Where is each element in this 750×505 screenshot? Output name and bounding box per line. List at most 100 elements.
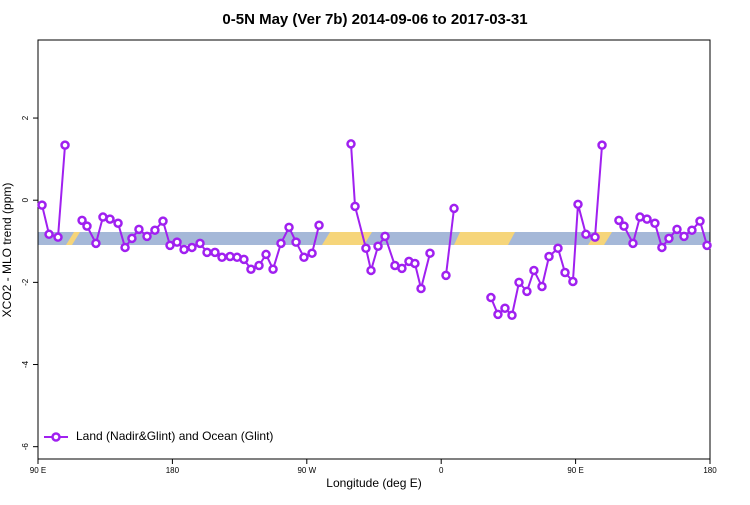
data-point	[134, 224, 144, 235]
data-point	[628, 238, 638, 249]
x-tick-label: 90 E	[567, 466, 583, 475]
data-point	[366, 265, 376, 276]
data-point	[597, 140, 607, 150]
data-point	[642, 214, 652, 224]
x-tick-label: 0	[439, 466, 444, 475]
data-point	[500, 303, 510, 313]
data-point	[507, 310, 517, 320]
data-point	[568, 276, 578, 287]
data-point	[346, 139, 356, 149]
x-tick-label: 180	[166, 466, 180, 475]
data-point	[44, 229, 54, 240]
data-point	[202, 247, 212, 258]
series-line	[444, 208, 456, 276]
x-tick-label: 90 E	[30, 466, 46, 475]
data-point	[254, 260, 264, 271]
x-tick-label: 90 W	[297, 466, 316, 475]
data-point	[246, 264, 256, 274]
data-point	[210, 247, 220, 258]
data-point	[373, 241, 383, 251]
data-point	[560, 267, 570, 278]
data-point	[449, 203, 459, 214]
data-point	[441, 270, 451, 281]
data-point	[350, 201, 360, 212]
y-tick-label: -2	[21, 278, 30, 286]
data-point	[664, 233, 674, 244]
data-point	[165, 240, 175, 251]
series-line	[41, 145, 67, 239]
data-point	[614, 215, 624, 226]
band-ocean	[38, 232, 710, 245]
data-point	[590, 232, 600, 242]
data-point	[239, 254, 249, 265]
chart-title: 0-5N May (Ver 7b) 2014-09-06 to 2017-03-…	[222, 11, 527, 28]
data-point	[672, 224, 682, 235]
data-point	[172, 237, 182, 247]
data-point	[493, 309, 503, 320]
data-point	[142, 231, 152, 242]
data-point	[268, 264, 278, 274]
data-point	[291, 237, 301, 247]
y-tick-label: 0	[21, 197, 30, 202]
data-point	[416, 283, 426, 294]
data-point	[187, 242, 197, 253]
data-point	[314, 220, 324, 231]
data-point	[619, 221, 629, 231]
data-point	[679, 231, 689, 242]
band-land	[66, 232, 80, 245]
data-point	[410, 258, 420, 269]
data-point	[397, 263, 407, 274]
plot-frame	[37, 39, 711, 460]
band-land	[454, 232, 515, 245]
data-point	[217, 252, 227, 263]
data-point	[657, 242, 667, 253]
data-point	[120, 242, 130, 253]
legend-label: Land (Nadir&Glint) and Ocean (Glint)	[76, 429, 273, 443]
data-point	[522, 286, 532, 297]
series-line	[490, 145, 604, 318]
data-point	[425, 248, 435, 258]
y-tick-label: -6	[21, 443, 30, 451]
data-point	[650, 218, 660, 228]
data-point	[702, 240, 712, 251]
y-tick-label: -4	[21, 360, 30, 368]
band-land	[322, 232, 372, 245]
data-point	[380, 231, 390, 242]
data-point	[276, 238, 286, 249]
data-point	[179, 244, 189, 255]
x-tick-label: 180	[703, 466, 717, 475]
data-point	[60, 140, 70, 150]
land-ocean-band	[38, 232, 710, 245]
data-point	[544, 251, 554, 262]
data-point	[284, 222, 294, 233]
data-point	[113, 218, 123, 228]
data-point	[553, 243, 563, 254]
data-point	[581, 229, 591, 240]
data-point	[486, 292, 496, 303]
data-point	[37, 200, 47, 210]
data-point	[514, 277, 524, 288]
data-point	[537, 281, 547, 292]
data-point	[695, 216, 705, 226]
x-axis-label: Longitude (deg E)	[326, 476, 421, 490]
data-point	[687, 225, 697, 235]
y-tick-label: 2	[21, 115, 30, 120]
y-axis-label: XCO2 - MLO trend (ppm)	[0, 183, 14, 318]
data-point	[150, 225, 160, 235]
data-point	[105, 214, 115, 224]
legend-marker	[51, 432, 61, 442]
data-point	[529, 265, 539, 276]
data-point	[53, 232, 63, 242]
data-point	[261, 249, 271, 260]
data-point	[77, 215, 87, 226]
data-point	[299, 252, 309, 263]
data-point	[361, 243, 371, 254]
data-point	[82, 221, 92, 231]
data-point	[195, 238, 205, 249]
data-point	[307, 248, 317, 258]
data-point	[91, 238, 101, 249]
data-point	[127, 233, 137, 244]
data-point	[158, 216, 168, 226]
data-point	[573, 199, 583, 210]
